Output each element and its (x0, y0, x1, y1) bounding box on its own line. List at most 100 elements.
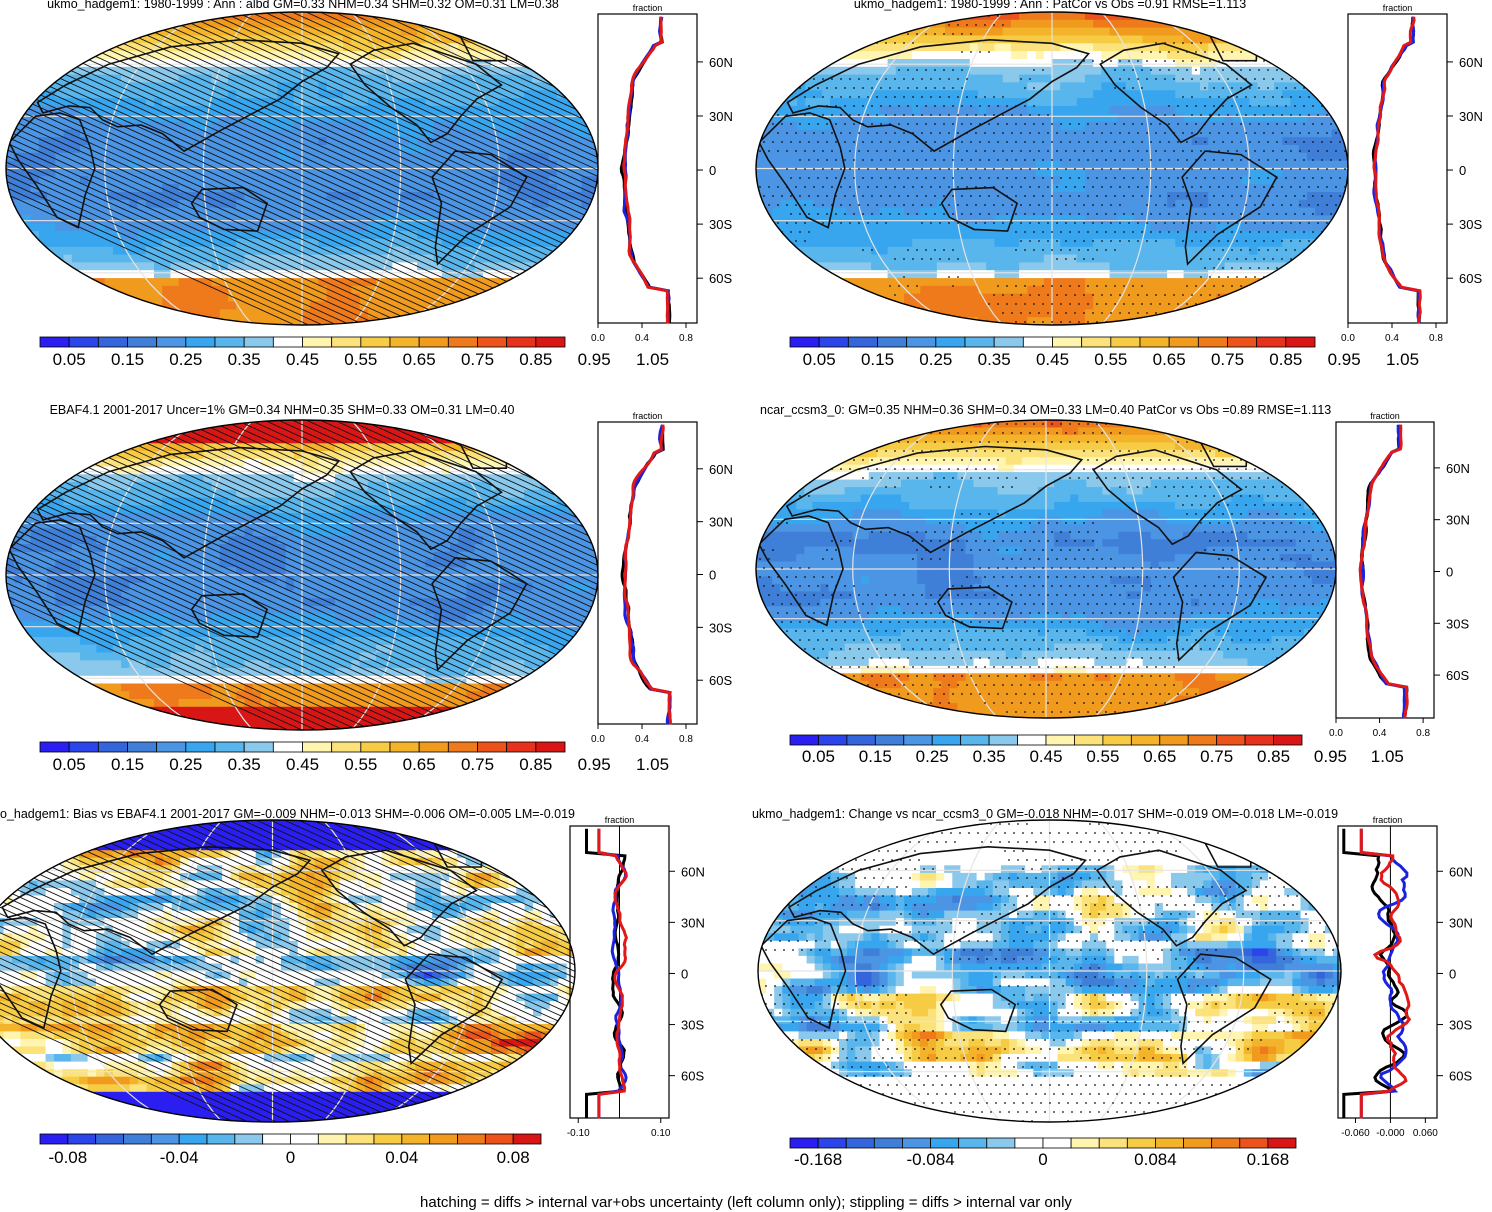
colorbar: 0.05 0.15 0.25 0.35 0.45 0.55 0.65 0.75 0.85 0.95… (39, 741, 669, 774)
lat-tick: 30S (1449, 1018, 1472, 1033)
lat-tick: 30S (681, 1018, 704, 1033)
coastline (940, 186, 1019, 232)
colorbar-label: 0.75 (1200, 747, 1233, 766)
colorbar-label: -0.084 (906, 1150, 954, 1169)
map-field (756, 12, 1348, 325)
colorbar-label: 0.35 (978, 350, 1011, 369)
zonal-profile: fraction 60N 30N 0 30S 60S 0.0 0.4 0.8 (591, 411, 733, 745)
lat-tick: 0 (709, 568, 716, 583)
coastline (939, 988, 1017, 1033)
lat-tick: 60S (681, 1069, 704, 1084)
lat-tick: 60S (709, 271, 732, 286)
colorbar-label: 1.05 (636, 755, 669, 774)
lat-tick: 60N (1449, 864, 1473, 879)
colorbar-label: 0.05 (53, 755, 86, 774)
lat-tick: 30N (681, 915, 705, 930)
panel-title: ukmo_hadgem1: 1980-1999 : Ann : albd GM=… (47, 0, 559, 11)
colorbar-label: -0.04 (160, 1148, 199, 1167)
colorbar-label: 0.35 (228, 755, 261, 774)
obs-profile-line (597, 828, 629, 1119)
coastline (1092, 448, 1243, 546)
lat-tick: 30S (709, 217, 732, 232)
ref-profile-line (619, 16, 672, 324)
colorbar-label: 0.55 (1094, 350, 1127, 369)
x-tick: 0.8 (1416, 728, 1430, 739)
x-tick: 0.8 (679, 734, 693, 745)
colorbar-label: 0.45 (286, 350, 319, 369)
x-tick: 0.4 (1385, 333, 1399, 344)
colorbar-label: -0.168 (794, 1150, 842, 1169)
panel-title: EBAF4.1 2001-2017 Uncer=1% GM=0.34 NHM=0… (50, 403, 515, 417)
colorbar-label: 0.45 (1036, 350, 1069, 369)
coastline (431, 150, 528, 266)
colorbar-label: 0.25 (169, 350, 202, 369)
colorbar-label: 0.75 (1211, 350, 1244, 369)
coastline (1181, 150, 1278, 266)
panel-3: EBAF4.1 2001-2017 Uncer=1% GM=0.34 NHM=0… (5, 403, 733, 774)
panel-title: ncar_ccsm3_0: GM=0.35 NHM=0.36 SHM=0.34 … (760, 403, 1331, 417)
panel-4: ncar_ccsm3_0: GM=0.35 NHM=0.36 SHM=0.34 … (755, 403, 1470, 766)
colorbar-label: 0.85 (1257, 747, 1290, 766)
colorbar-label: 0.95 (1328, 350, 1361, 369)
coastline (1099, 42, 1253, 144)
coastline (936, 586, 1013, 630)
colorbar-label: 0.85 (519, 350, 552, 369)
colorbar: 0.05 0.15 0.25 0.35 0.45 0.55 0.65 0.75 0.85 0.95… (789, 336, 1419, 369)
map-field (6, 420, 598, 730)
lat-tick: 30S (1446, 616, 1469, 631)
profile-label: fraction (633, 3, 663, 13)
colorbar-label: 0.75 (461, 755, 494, 774)
coastline (0, 916, 62, 1030)
colorbar-label: 1.05 (636, 350, 669, 369)
colorbar-label: 0.85 (1269, 350, 1302, 369)
x-tick: 0.4 (1373, 728, 1387, 739)
colorbar-label: 0.15 (111, 755, 144, 774)
lat-tick: 60N (709, 462, 733, 477)
lat-tick: 30N (1446, 513, 1470, 528)
zonal-profile: fraction 60N 30N 0 30S 60S -0.10 0.10 (567, 815, 705, 1139)
zonal-profile: fraction 60N 30N 0 30S 60S 0.0 0.4 0.8 (591, 3, 733, 344)
x-tick: 0.0 (1329, 728, 1343, 739)
obs-profile-line (1372, 16, 1422, 324)
profile-label: fraction (1383, 3, 1413, 13)
lat-tick: 60N (1446, 461, 1470, 476)
colorbar-label: 0 (286, 1148, 295, 1167)
x-tick: -0.000 (1376, 1128, 1405, 1139)
lat-tick: 60S (709, 673, 732, 688)
lat-tick: 30S (709, 620, 732, 635)
colorbar-label: 0.65 (403, 755, 436, 774)
model-profile-line (622, 16, 671, 324)
colorbar-label: 1.05 (1386, 350, 1419, 369)
x-tick: 0.0 (591, 333, 605, 344)
profile-label: fraction (633, 411, 663, 421)
obs-profile-line (622, 16, 670, 324)
obs-profile-line (1358, 424, 1409, 719)
colorbar: 0.05 0.15 0.25 0.35 0.45 0.55 0.65 0.75 0.85 0.95… (789, 734, 1404, 766)
coastline (431, 556, 528, 672)
x-tick: 0.4 (635, 333, 649, 344)
zonal-profile: fraction 60N 30N 0 30S 60S -0.060 -0.000 0.060 (1337, 815, 1473, 1139)
colorbar-label: 0.95 (1314, 747, 1347, 766)
ref-profile-line (1342, 828, 1409, 1119)
zonal-profile: fraction 60N 30N 0 30S 60S 0.0 0.4 0.8 (1341, 3, 1483, 344)
colorbar-label: 1.05 (1371, 747, 1404, 766)
colorbar-label: 0.55 (344, 350, 377, 369)
coastline (1176, 953, 1272, 1065)
coastline (760, 916, 847, 1030)
coastline (786, 38, 1091, 153)
colorbar-label: 0.95 (578, 755, 611, 774)
coastline (349, 450, 503, 551)
lat-tick: 30N (709, 515, 733, 530)
x-tick: -0.10 (567, 1128, 590, 1139)
colorbar-label: 0.65 (1143, 747, 1176, 766)
colorbar-label: 0.05 (802, 747, 835, 766)
model-profile-line (1359, 828, 1409, 1119)
coastline (1, 845, 312, 956)
model-profile-line (622, 424, 672, 725)
colorbar-label: 0.45 (286, 755, 319, 774)
panel-6: ukmo_hadgem1: Change vs ncar_ccsm3_0 GM=… (752, 807, 1473, 1169)
lat-tick: 60N (709, 55, 733, 70)
colorbar-label: 0.95 (578, 350, 611, 369)
lat-tick: 0 (681, 966, 688, 981)
